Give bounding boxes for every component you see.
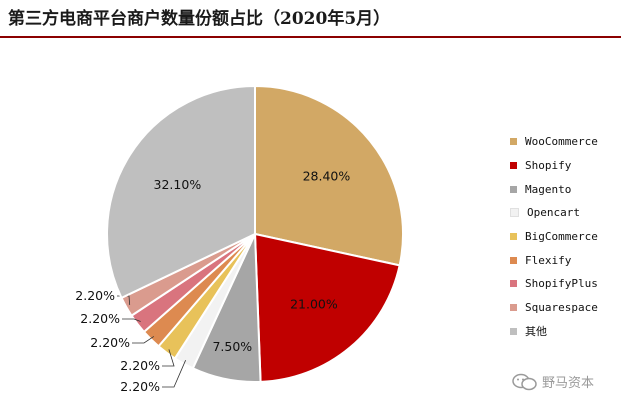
chart-title: 第三方电商平台商户数量份额占比（2020年5月） xyxy=(8,9,391,29)
leader-line xyxy=(162,349,175,367)
legend-swatch xyxy=(510,208,519,218)
legend-label: WooCommerce xyxy=(525,135,598,149)
legend-swatch xyxy=(510,280,517,288)
legend-swatch xyxy=(510,138,517,146)
watermark-text: 野马资本 xyxy=(542,376,595,391)
pie-slice-shopify xyxy=(253,232,401,383)
legend-label: Magento xyxy=(525,182,572,196)
legend-label: 其他 xyxy=(525,325,547,339)
slice-value-label: 2.20% xyxy=(120,379,160,394)
legend-label: Squarespace xyxy=(525,301,598,315)
slice-value-label: 2.20% xyxy=(120,358,160,373)
legend-item: ShopifyPlus xyxy=(510,272,598,296)
legend-swatch xyxy=(510,185,517,193)
legend-item: WooCommerce xyxy=(510,130,598,154)
slice-value-label: 32.10% xyxy=(154,177,202,192)
legend-swatch xyxy=(510,304,517,312)
legend-item: Squarespace xyxy=(510,296,598,320)
legend-label: ShopifyPlus xyxy=(525,277,598,291)
leader-line xyxy=(162,360,186,388)
wechat-icon xyxy=(512,373,537,390)
legend-label: BigCommerce xyxy=(525,230,598,244)
slice-value-label: 2.20% xyxy=(90,335,130,350)
legend-swatch xyxy=(510,233,517,241)
legend-swatch xyxy=(510,256,517,264)
legend-swatch xyxy=(510,327,517,335)
legend-item: Opencart xyxy=(510,201,598,225)
legend-label: Shopify xyxy=(525,159,572,173)
watermark: 野马资本 xyxy=(512,372,594,391)
slice-value-label: 2.20% xyxy=(80,311,120,326)
pie-slice-- xyxy=(106,84,256,300)
slice-value-label: 2.20% xyxy=(75,288,115,303)
legend-item: BigCommerce xyxy=(510,225,598,249)
slice-value-label: 7.50% xyxy=(212,339,252,354)
legend-item: Flexify xyxy=(510,248,598,272)
legend-item: 其他 xyxy=(510,320,598,344)
legend-item: Magento xyxy=(510,177,598,201)
legend-item: Shopify xyxy=(510,154,598,178)
legend: WooCommerce Shopify Magento Opencart BigComm… xyxy=(510,130,598,343)
slice-value-label: 28.40% xyxy=(303,168,351,183)
slice-value-label: 21.00% xyxy=(290,296,338,311)
legend-label: Opencart xyxy=(527,206,580,220)
legend-swatch xyxy=(510,162,517,170)
leader-line xyxy=(122,318,141,322)
pie-slice-woocommerce xyxy=(254,84,404,267)
title-rule xyxy=(0,36,621,38)
legend-label: Flexify xyxy=(525,253,572,267)
leader-line xyxy=(132,336,155,344)
